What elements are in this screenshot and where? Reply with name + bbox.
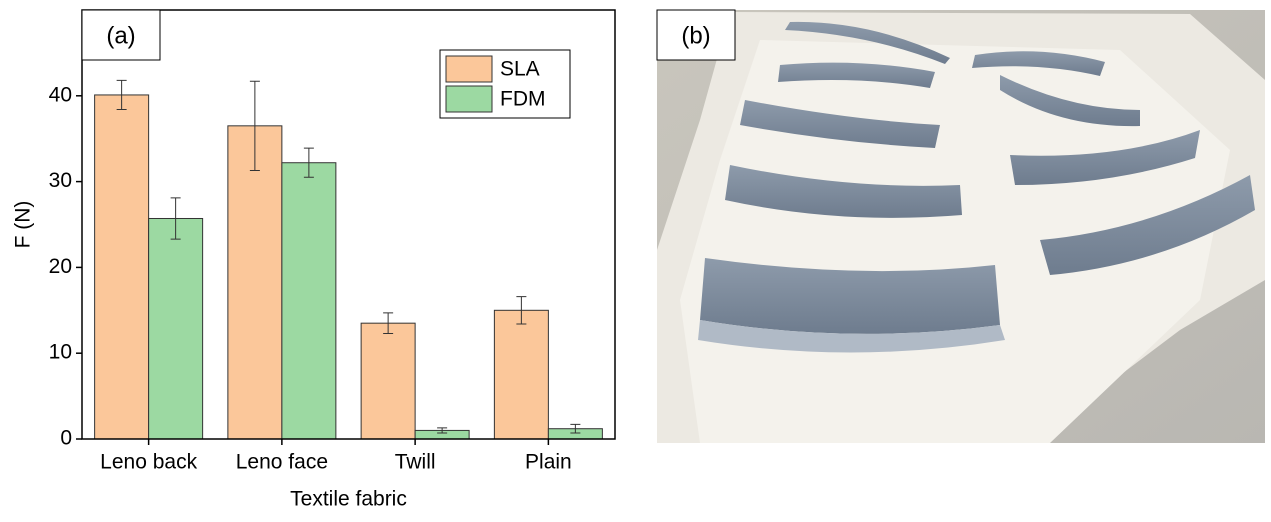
plot-frame bbox=[81, 9, 616, 440]
panel-label-box bbox=[81, 9, 161, 61]
legend-label: FDM bbox=[500, 88, 546, 111]
strip bbox=[972, 51, 1105, 76]
strip bbox=[700, 258, 1000, 334]
x-tick-label: Leno face bbox=[236, 451, 328, 474]
y-tick-label: 10 bbox=[49, 341, 72, 364]
strip bbox=[740, 100, 940, 148]
strip bbox=[1040, 175, 1255, 275]
error-bar bbox=[303, 147, 314, 178]
bar bbox=[148, 217, 204, 440]
y-tick-label: 0 bbox=[60, 427, 72, 450]
bar bbox=[94, 94, 150, 440]
y-tick-label: 40 bbox=[49, 83, 72, 106]
panel-label: (a) bbox=[106, 22, 135, 49]
bar bbox=[281, 162, 337, 440]
error-bar bbox=[383, 312, 394, 334]
panel-label-box bbox=[656, 9, 736, 61]
x-tick-label: Plain bbox=[525, 451, 572, 474]
bar bbox=[227, 125, 283, 440]
error-bar bbox=[516, 296, 527, 325]
strip-edge bbox=[698, 320, 1005, 353]
error-bar bbox=[570, 423, 581, 434]
error-bar bbox=[437, 427, 448, 434]
strip bbox=[1000, 75, 1140, 127]
legend-swatch bbox=[445, 55, 493, 83]
x-tick-label: Leno back bbox=[100, 451, 197, 474]
bar bbox=[493, 309, 549, 440]
x-tick-label: Twill bbox=[395, 451, 436, 474]
y-tick-label: 30 bbox=[49, 169, 72, 192]
panel-label: (b) bbox=[681, 22, 710, 49]
strip bbox=[785, 21, 950, 64]
strip bbox=[725, 165, 962, 218]
error-bar bbox=[116, 79, 127, 111]
photo: (b) bbox=[656, 9, 1265, 443]
y-axis-label: F (N) bbox=[12, 201, 35, 249]
y-tick-label: 20 bbox=[49, 255, 72, 278]
bar bbox=[360, 322, 416, 440]
strip bbox=[1010, 130, 1200, 185]
x-axis-label: Textile fabric bbox=[290, 488, 407, 511]
error-bar bbox=[249, 80, 260, 171]
error-bar bbox=[170, 197, 181, 240]
chart: 0 10 20 30 40 Leno back Leno face Twill Plain Tex… bbox=[12, 9, 616, 511]
strip bbox=[778, 62, 935, 88]
legend-label: SLA bbox=[500, 58, 540, 81]
legend-swatch bbox=[445, 85, 493, 113]
